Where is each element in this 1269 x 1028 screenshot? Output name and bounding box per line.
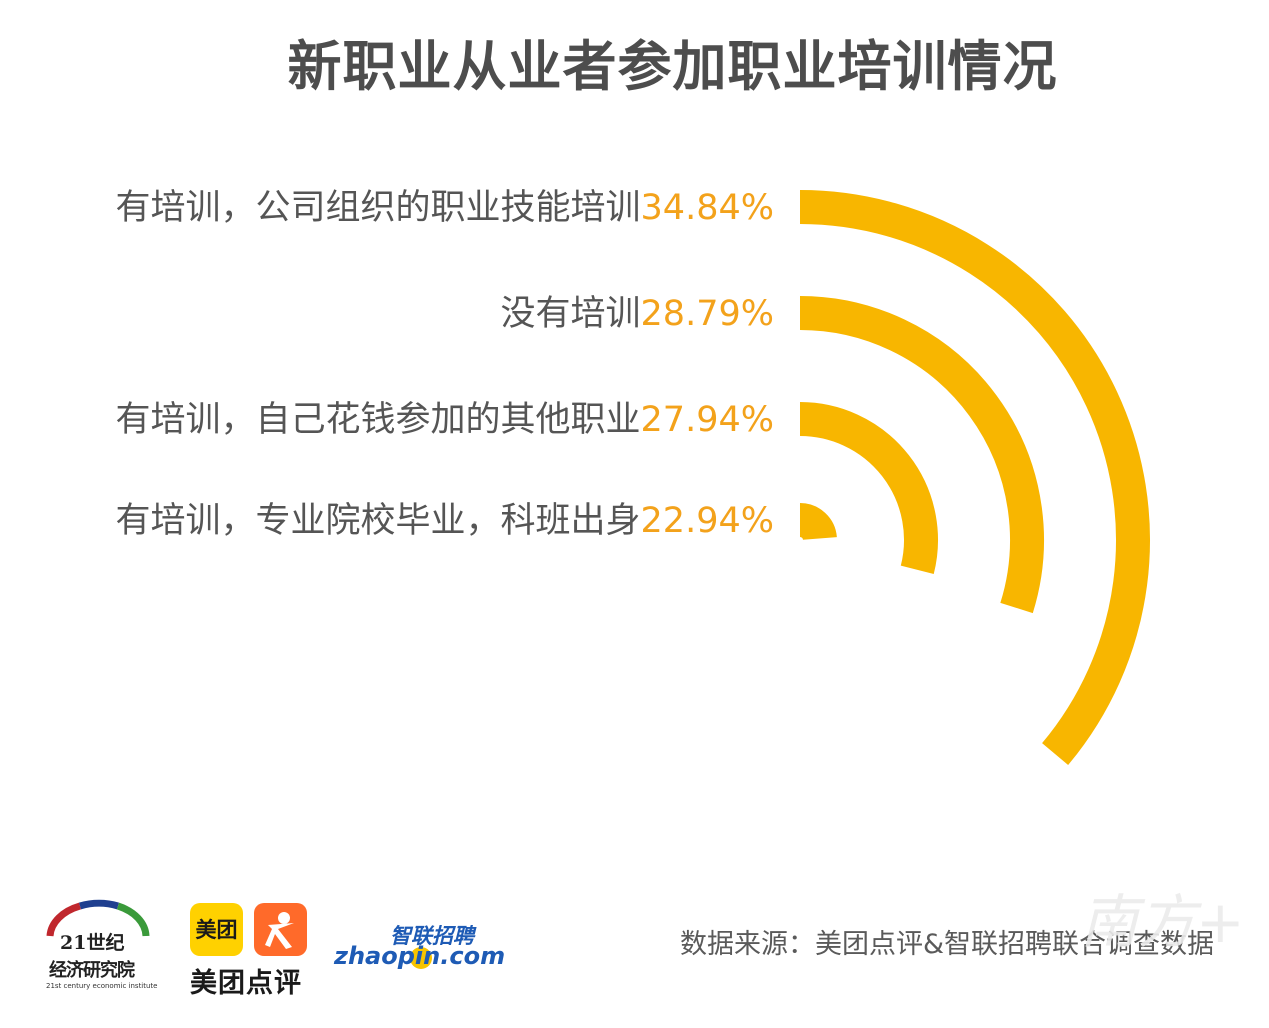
institute-logo: 21世纪 经济研究院 21st century economic institu… <box>44 898 158 998</box>
institute-name-en: 21st century economic institute <box>46 982 158 990</box>
data-source-note: 数据来源：美团点评&智联招聘联合调查数据 <box>680 929 1215 960</box>
zhaopin-name-en: zhaopin.com <box>334 942 506 970</box>
value-label: 34.84% <box>641 188 774 228</box>
meituan-dianping-logo: 美团 美团点评 <box>190 903 310 999</box>
category-label: 有培训，公司组织的职业技能培训 <box>116 188 641 228</box>
zhaopin-name-cn: 智联招聘 <box>390 924 474 948</box>
zhaopin-logo: 智联招聘 zhaopin.com <box>334 920 505 980</box>
arc-bar-3 <box>798 503 837 542</box>
series-label-1: 没有培训28.79% <box>501 294 774 334</box>
arc-bar-0 <box>799 190 1150 765</box>
category-label: 没有培训 <box>501 294 641 334</box>
series-label-0: 有培训，公司组织的职业技能培训34.84% <box>116 188 774 228</box>
watermark: 南方+ <box>1080 888 1245 956</box>
meituan-icon-text: 美团 <box>195 918 238 942</box>
institute-name-line1: 21世纪 <box>60 932 125 954</box>
category-label: 有培训，自己花钱参加的其他职业 <box>116 400 641 440</box>
arc-bar-1 <box>799 296 1044 614</box>
value-label: 22.94% <box>641 501 774 541</box>
arc-bar-2 <box>799 402 938 574</box>
institute-arc-icon <box>46 899 150 937</box>
chart-title: 新职业从业者参加职业培训情况 <box>287 35 1058 98</box>
zhaopin-dot-icon <box>410 947 432 969</box>
institute-name-line2: 经济研究院 <box>49 960 135 981</box>
series-label-2: 有培训，自己花钱参加的其他职业27.94% <box>116 400 774 440</box>
value-label: 28.79% <box>641 294 774 334</box>
dianping-icon <box>254 903 307 956</box>
category-label: 有培训，专业院校毕业，科班出身 <box>116 501 641 541</box>
meituan-dianping-name: 美团点评 <box>190 968 302 999</box>
value-label: 27.94% <box>641 400 774 440</box>
meituan-icon: 美团 <box>190 903 243 956</box>
series-label-3: 有培训，专业院校毕业，科班出身22.94% <box>116 501 774 541</box>
